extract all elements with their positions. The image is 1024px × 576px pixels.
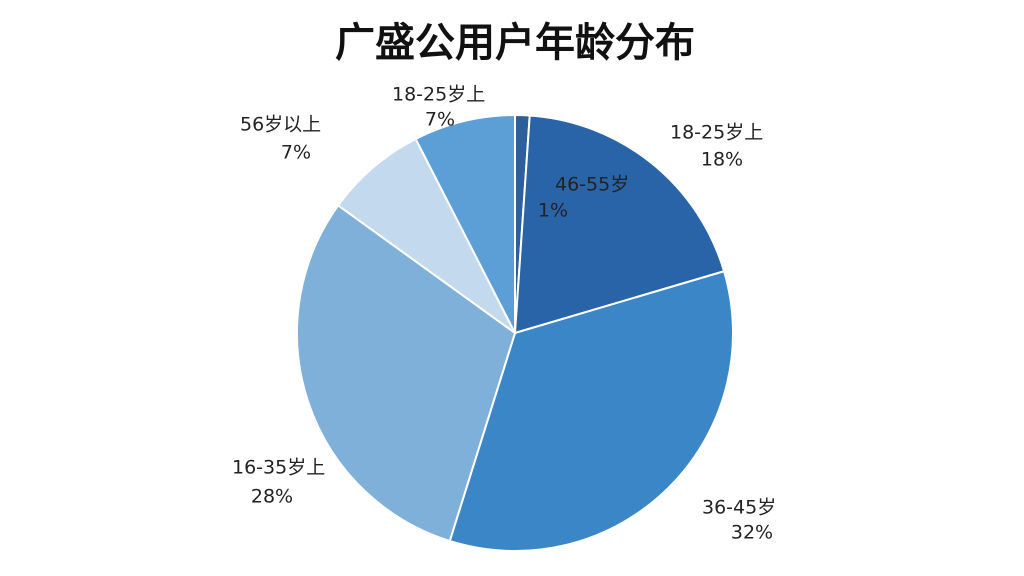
pie-slice xyxy=(414,113,516,334)
slice-label: 56岁以上 xyxy=(240,114,321,136)
value-label: 32% xyxy=(731,522,773,544)
pie-slice xyxy=(513,114,726,335)
value-label: 1% xyxy=(538,200,568,222)
slice-label: 36-45岁 xyxy=(702,497,776,519)
pie-slice xyxy=(296,204,517,543)
pie-slice xyxy=(448,270,734,552)
chart-title: 广盛公用户年龄分布 xyxy=(335,20,695,66)
value-label: 18% xyxy=(701,149,743,171)
value-label: 7% xyxy=(281,142,311,164)
value-label: 28% xyxy=(251,486,293,508)
value-label: 7% xyxy=(425,109,455,131)
slice-label: 18-25岁上 xyxy=(392,84,485,106)
slice-label: 16-35岁上 xyxy=(232,457,325,479)
pie-slice xyxy=(336,137,516,334)
slice-label: 46-55岁 xyxy=(555,174,629,196)
slice-label: 18-25岁上 xyxy=(670,122,763,144)
